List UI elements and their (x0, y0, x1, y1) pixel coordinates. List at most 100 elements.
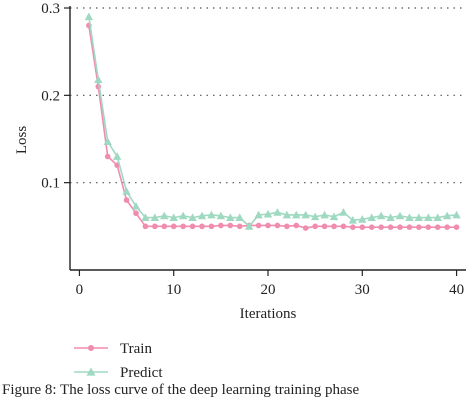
train-point (350, 224, 356, 231)
train-point (406, 224, 413, 231)
x-tick-label: 40 (449, 282, 464, 298)
series-layer (84, 12, 461, 231)
x-tick-label: 10 (166, 282, 181, 298)
predict-point (395, 211, 405, 220)
train-point (378, 224, 384, 231)
predict-point (94, 75, 103, 83)
predict-point (310, 212, 320, 221)
predict-point (405, 213, 414, 221)
predict-point (367, 213, 376, 221)
train-point (218, 222, 224, 229)
train-point (180, 223, 186, 230)
predict-point (348, 216, 358, 224)
loss-chart: 0.1 0.2 0.3 0 10 20 30 40 Loss Iterations Train… (14, 1, 466, 380)
x-tick-label: 30 (355, 282, 370, 298)
predict-point (235, 213, 244, 221)
predict-point (386, 213, 395, 221)
train-point (434, 224, 441, 231)
predict-point (197, 211, 207, 220)
legend-marker (86, 367, 96, 376)
predict-point (329, 212, 339, 221)
predict-point (112, 152, 122, 160)
train-point (359, 224, 366, 231)
train-point (142, 223, 149, 230)
predict-point (244, 222, 254, 230)
predict-point (282, 210, 292, 219)
predict-point (103, 137, 112, 145)
grid-lines (70, 7, 466, 184)
train-point (331, 223, 337, 230)
train-point (123, 197, 130, 203)
train-point (208, 223, 215, 230)
predict-point (292, 210, 301, 219)
y-tick-label: 0.2 (41, 88, 60, 104)
legend-marker (88, 345, 94, 351)
predict-point (339, 208, 348, 216)
train-point (152, 223, 158, 230)
predict-point (263, 209, 273, 218)
predict-point (320, 210, 329, 219)
train-line (88, 25, 457, 229)
predict-point (273, 208, 282, 216)
predict-point (424, 213, 433, 221)
legend-item-predict: Predict (74, 365, 163, 380)
x-tick-label: 0 (76, 282, 84, 298)
predict-point (150, 213, 160, 221)
legend-label: Train (120, 341, 152, 357)
figure-caption: Figure 8: The loss curve of the deep lea… (2, 382, 360, 398)
predict-point (169, 213, 178, 221)
y-axis-label: Loss (14, 126, 30, 155)
predict-point (452, 210, 461, 219)
predict-point (188, 213, 197, 221)
train-point (293, 222, 300, 229)
x-tick-label: 20 (261, 282, 276, 298)
train-point (397, 224, 403, 231)
predict-point (301, 210, 310, 219)
predict-point (376, 211, 386, 220)
train-point (170, 223, 177, 230)
train-point (236, 223, 243, 230)
train-point (189, 223, 196, 230)
predict-point (131, 202, 141, 210)
train-point (302, 225, 309, 231)
train-point (453, 224, 460, 231)
y-tick-label: 0.3 (41, 1, 60, 17)
train-point (227, 222, 234, 229)
train-point (416, 224, 422, 231)
train-point (265, 222, 271, 229)
train-point (104, 153, 111, 160)
train-point (368, 224, 375, 231)
train-point (284, 223, 290, 230)
legend-label: Predict (120, 365, 163, 380)
train-point (274, 222, 281, 229)
predict-point (122, 187, 131, 195)
predict-point (254, 210, 263, 219)
train-point (321, 223, 328, 230)
train-point (425, 224, 432, 231)
predict-point (414, 213, 424, 221)
predict-point (442, 211, 452, 220)
predict-point (433, 213, 442, 221)
train-point (444, 224, 450, 231)
train-point (255, 222, 262, 229)
predict-point (160, 211, 169, 220)
ticks: 0.1 0.2 0.3 0 10 20 30 40 (41, 1, 464, 298)
y-tick-label: 0.1 (41, 176, 60, 192)
series-train (86, 22, 460, 231)
predict-point (84, 12, 94, 21)
train-point (312, 223, 318, 230)
predict-point (216, 211, 226, 220)
predict-line (88, 16, 457, 228)
train-point (199, 223, 205, 230)
predict-point (178, 211, 188, 220)
legend-item-train: Train (74, 341, 152, 357)
predict-point (226, 213, 235, 221)
series-predict (84, 12, 461, 230)
train-point (133, 210, 139, 217)
predict-point (207, 210, 216, 219)
train-point (161, 223, 168, 230)
legend: Train Predict (74, 341, 163, 380)
predict-point (358, 215, 367, 223)
x-axis-label: Iterations (240, 306, 297, 322)
axes (69, 6, 466, 271)
